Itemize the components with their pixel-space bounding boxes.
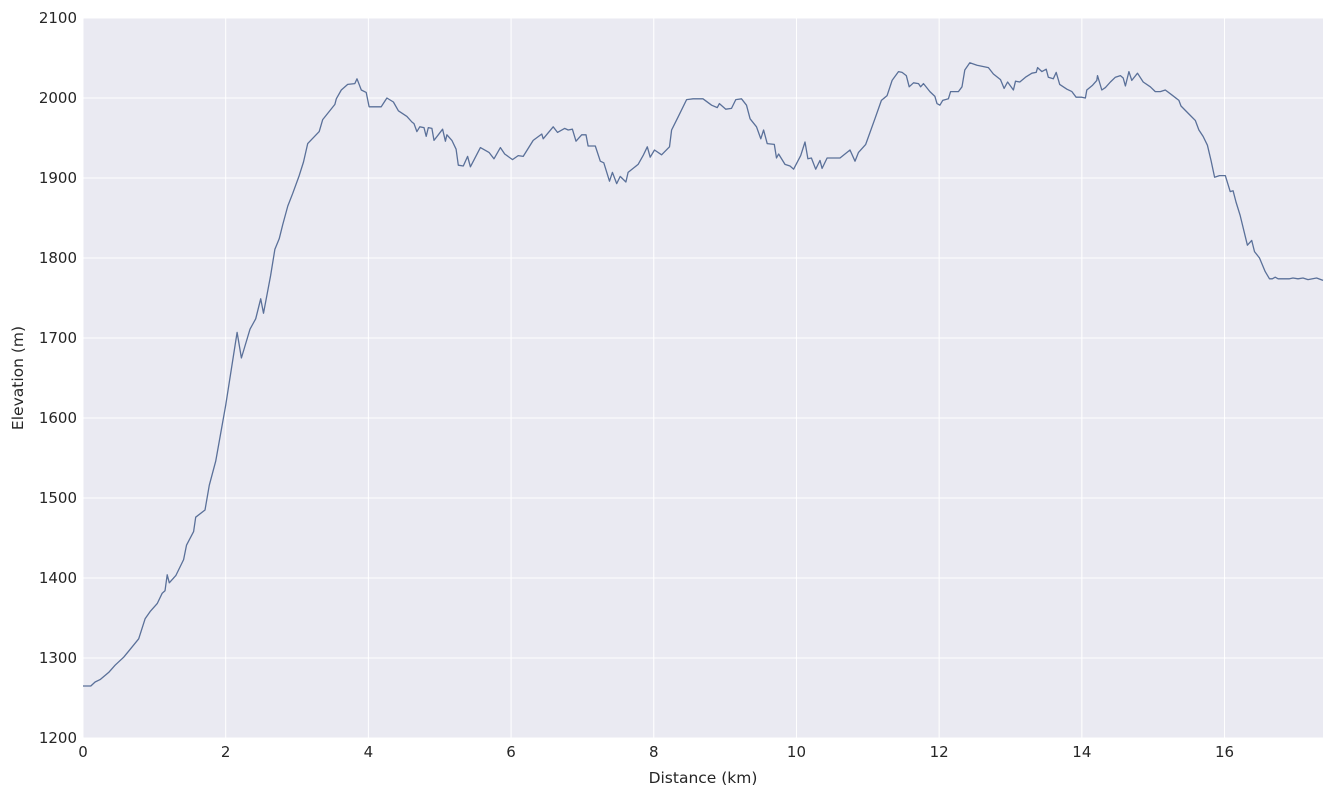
x-tick-label: 8 — [649, 743, 659, 761]
gridlines — [82, 17, 1323, 739]
x-tick-label: 0 — [78, 743, 88, 761]
y-tick-label: 1600 — [39, 409, 77, 427]
y-tick-label: 2100 — [39, 9, 77, 27]
plot-area — [83, 18, 1323, 738]
x-tick-label: 12 — [930, 743, 949, 761]
y-axis-label: Elevation (m) — [9, 326, 27, 430]
x-tick-label: 2 — [221, 743, 231, 761]
x-axis-label: Distance (km) — [649, 769, 758, 787]
tick-labels: 0 2 4 6 8 10 12 14 16 1200 1300 1400 1500 1600 1700 180… — [39, 9, 1234, 761]
y-tick-label: 2000 — [39, 89, 77, 107]
y-tick-label: 1200 — [39, 729, 77, 747]
y-tick-label: 1900 — [39, 169, 77, 187]
x-tick-label: 4 — [364, 743, 374, 761]
y-tick-label: 1400 — [39, 569, 77, 587]
x-tick-label: 6 — [506, 743, 516, 761]
y-tick-label: 1700 — [39, 329, 77, 347]
x-tick-label: 14 — [1072, 743, 1091, 761]
x-tick-label: 10 — [787, 743, 806, 761]
x-tick-label: 16 — [1215, 743, 1234, 761]
y-tick-label: 1300 — [39, 649, 77, 667]
y-tick-label: 1500 — [39, 489, 77, 507]
y-tick-label: 1800 — [39, 249, 77, 267]
elevation-line — [83, 62, 1324, 687]
